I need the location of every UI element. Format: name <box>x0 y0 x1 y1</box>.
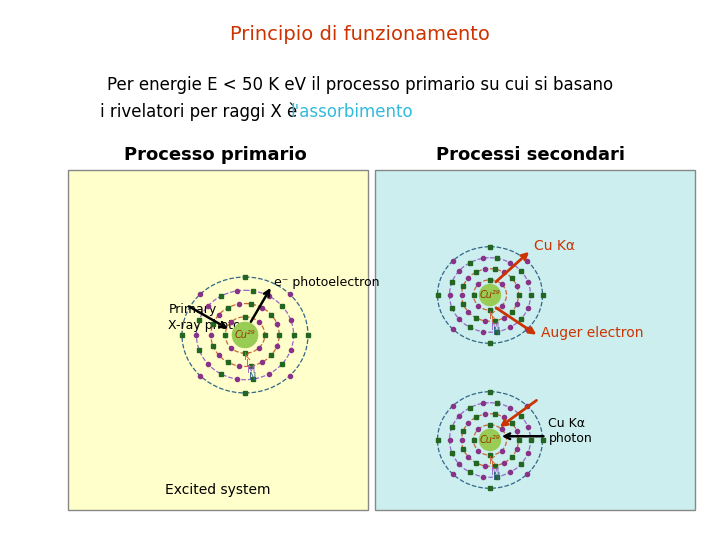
Text: l'assorbimento: l'assorbimento <box>290 103 413 121</box>
Text: N: N <box>492 327 500 337</box>
Circle shape <box>480 429 500 450</box>
Text: Cu Kα: Cu Kα <box>534 239 575 253</box>
Text: K: K <box>489 456 495 465</box>
Text: L: L <box>490 316 496 326</box>
Text: K: K <box>244 352 251 362</box>
Text: Per energie E < 50 K eV il processo primario su cui si basano: Per energie E < 50 K eV il processo prim… <box>107 76 613 94</box>
Text: L: L <box>246 359 252 369</box>
Text: Cu Kα
photon: Cu Kα photon <box>549 417 593 445</box>
Bar <box>375 170 695 510</box>
Text: Processi secondari: Processi secondari <box>436 146 624 164</box>
Text: e⁻ photoelectron: e⁻ photoelectron <box>274 276 379 289</box>
Text: M: M <box>246 366 255 375</box>
Text: X-ray photon: X-ray photon <box>168 319 249 332</box>
Text: i rivelatori per raggi X è: i rivelatori per raggi X è <box>100 103 302 122</box>
Text: N: N <box>249 372 256 382</box>
Text: L: L <box>490 461 496 471</box>
Circle shape <box>233 322 258 348</box>
Text: Processo primario: Processo primario <box>124 146 307 164</box>
Text: Cu²⁹: Cu²⁹ <box>480 435 500 445</box>
Text: Primary: Primary <box>168 303 217 316</box>
Text: N: N <box>492 472 500 482</box>
Bar <box>68 170 368 510</box>
Text: Principio di funzionamento: Principio di funzionamento <box>230 25 490 44</box>
Text: Cu²⁹: Cu²⁹ <box>235 330 256 340</box>
Text: M: M <box>490 322 499 332</box>
Text: Cu²⁹: Cu²⁹ <box>480 290 500 300</box>
Text: Auger electron: Auger electron <box>541 326 644 340</box>
Text: Excited system: Excited system <box>166 483 271 497</box>
Circle shape <box>480 285 500 306</box>
Text: M: M <box>490 467 499 477</box>
Text: K: K <box>489 310 495 321</box>
